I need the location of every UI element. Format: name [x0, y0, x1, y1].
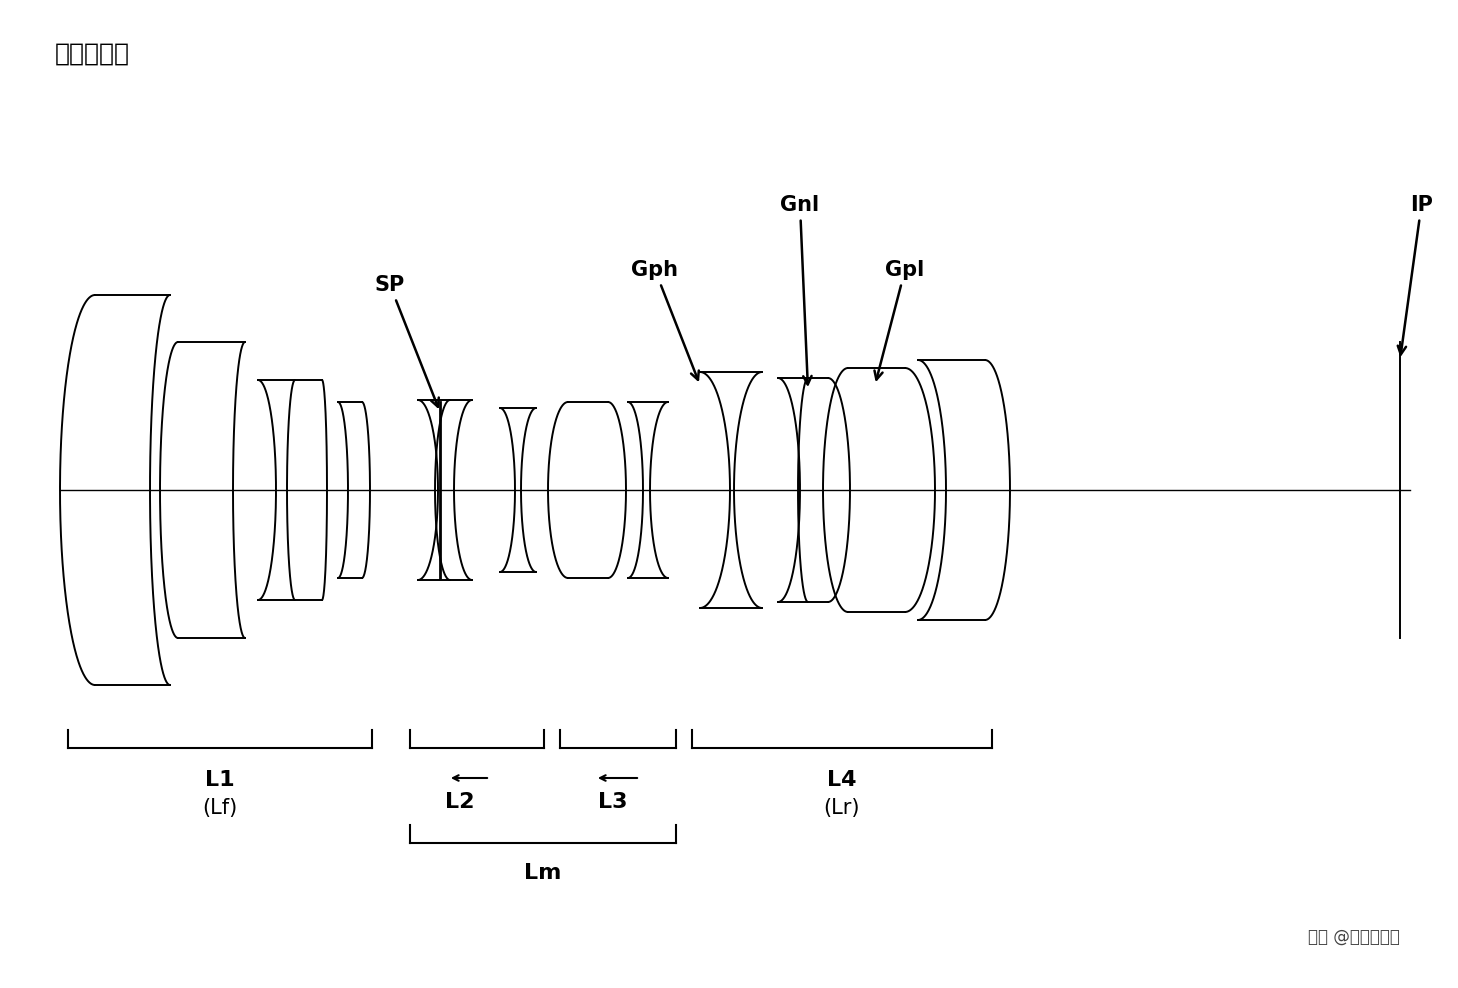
Text: (Lr): (Lr): [824, 798, 860, 818]
Text: Gph: Gph: [631, 260, 698, 379]
Text: Gnl: Gnl: [780, 195, 819, 384]
Text: Gpl: Gpl: [875, 260, 924, 379]
Text: L4: L4: [827, 770, 857, 790]
Text: L1: L1: [206, 770, 235, 790]
Text: IP: IP: [1398, 195, 1433, 355]
Text: 【図１０】: 【図１０】: [55, 42, 130, 66]
Text: L3: L3: [598, 792, 628, 812]
Text: SP: SP: [375, 275, 439, 407]
Text: Lm: Lm: [525, 863, 561, 883]
Text: (Lf): (Lf): [203, 798, 238, 818]
Text: L2: L2: [445, 792, 475, 812]
Text: 头条 @任吉的云吹: 头条 @任吉的云吹: [1308, 928, 1400, 946]
